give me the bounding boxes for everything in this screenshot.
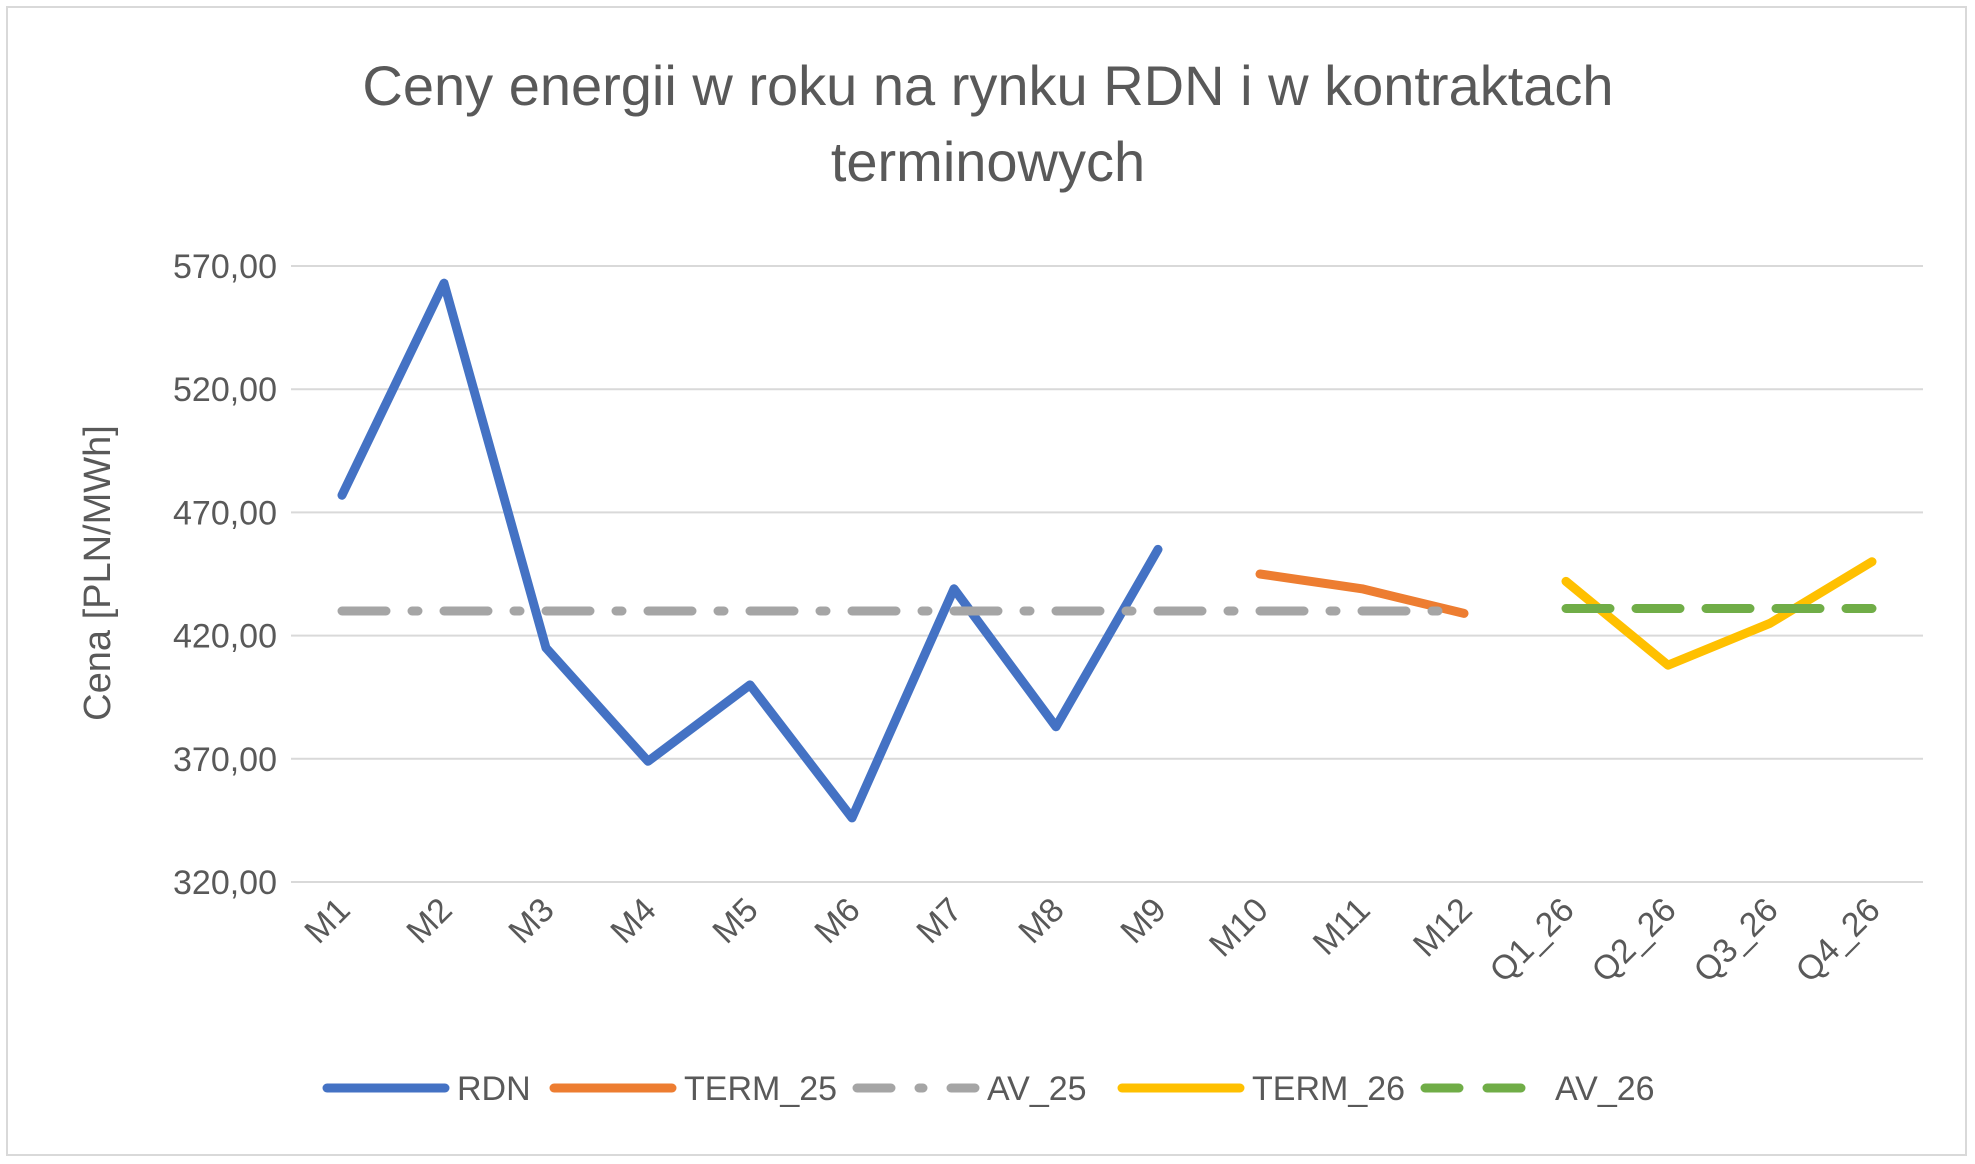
x-tick-label-Q3_26: Q3_26 [1687,891,1786,990]
y-tick-label: 520,00 [173,371,277,409]
legend-item-RDN: RDN [322,1070,531,1108]
legend-item-AV_25: AV_25 [852,1070,1087,1108]
legend-label-TERM_25: TERM_25 [684,1070,837,1108]
legend: RDN TERM_25 AV_25 TERM_26 AV_26 [322,1070,1655,1108]
x-tick-label-M8: M8 [1011,891,1071,951]
chart-frame: Ceny energii w roku na rynku RDN i w kon… [6,6,1967,1156]
legend-item-TERM_26: TERM_26 [1117,1070,1405,1108]
series-line-RDN [337,278,1163,823]
x-tick-label-M6: M6 [807,891,867,951]
y-tick-label: 570,00 [173,248,277,286]
gridlines [291,265,1923,883]
y-axis-ticks: 320,00 370,00 420,00 470,00 520,00 570,00 [173,248,277,902]
legend-label-TERM_26: TERM_26 [1252,1070,1405,1108]
y-tick-label: 470,00 [173,494,277,532]
x-tick-label-M2: M2 [399,891,459,951]
y-tick-label: 370,00 [173,741,277,779]
legend-label-AV_25: AV_25 [987,1070,1087,1108]
series-line-TERM_25 [1255,569,1469,618]
x-tick-label-M12: M12 [1406,891,1480,965]
x-tick-label-Q4_26: Q4_26 [1789,891,1888,990]
legend-item-AV_26: AV_26 [1420,1070,1655,1108]
legend-item-TERM_25: TERM_25 [549,1070,837,1108]
x-tick-label-Q1_26: Q1_26 [1483,891,1582,990]
y-tick-label: 320,00 [173,864,277,902]
x-tick-label-M3: M3 [501,891,561,951]
x-tick-label-M7: M7 [909,891,969,951]
x-tick-label-M10: M10 [1202,891,1276,965]
chart-title-line2: terminowych [831,130,1145,193]
y-tick-label: 420,00 [173,618,277,656]
x-axis-ticks: M1 M2 M3 M4 M5 M6 M7 M8 M9 M10 M11 M12 Q1_26 Q2_26 Q3_… [297,891,1887,990]
x-tick-label-M1: M1 [297,891,357,951]
chart-title-line1: Ceny energii w roku na rynku RDN i w kon… [362,54,1613,117]
x-tick-label-M11: M11 [1306,891,1378,963]
series-lines [337,278,1877,823]
x-tick-label-M5: M5 [705,891,765,951]
legend-label-AV_26: AV_26 [1555,1070,1655,1108]
legend-label-RDN: RDN [457,1070,531,1108]
x-tick-label-Q2_26: Q2_26 [1585,891,1684,990]
x-tick-label-M4: M4 [603,891,663,951]
y-axis-title: Cena [PLN/MWh] [77,425,119,721]
line-chart: Ceny energii w roku na rynku RDN i w kon… [77,54,1923,1108]
series-line-TERM_26 [1561,557,1877,670]
x-tick-label-M9: M9 [1113,891,1173,951]
